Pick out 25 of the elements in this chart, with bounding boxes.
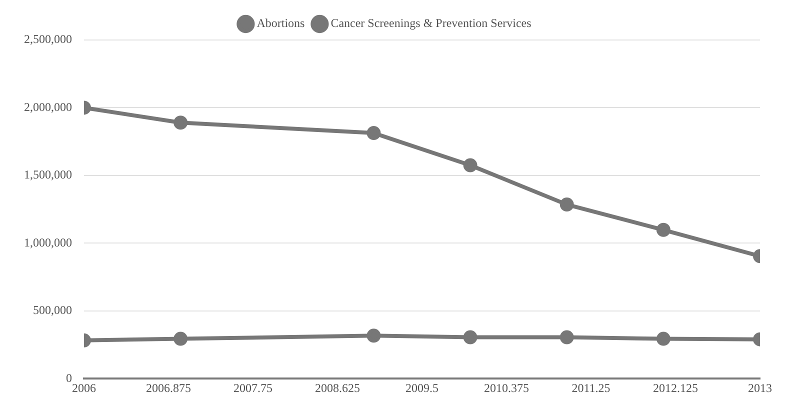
point — [656, 332, 670, 346]
point — [656, 222, 670, 237]
y-tick-label: 1,500,000 — [24, 168, 72, 182]
x-tick-label: 2007.75 — [234, 380, 272, 395]
y-tick-label: 2,000,000 — [24, 100, 72, 114]
x-tick-label: 2008.625 — [315, 380, 360, 395]
point — [463, 330, 478, 344]
x-tick-label: 2013 — [748, 380, 772, 395]
legend-label: Abortions — [256, 16, 306, 30]
point — [463, 158, 478, 172]
x-tick-label: 2011.25 — [572, 380, 610, 395]
legend-label: Cancer Screenings & Prevention Services — [330, 16, 532, 30]
y-tick-label: 500,000 — [33, 303, 72, 318]
x-tick-label: 2009.5 — [406, 380, 438, 395]
x-tick-label: 2010.375 — [484, 380, 529, 395]
x-tick-label: 2012.125 — [653, 380, 698, 395]
point — [366, 328, 381, 343]
y-tick-label: 0 — [66, 370, 72, 385]
x-tick-label: 2006 — [72, 380, 96, 395]
point — [366, 126, 381, 140]
point — [560, 198, 574, 212]
point — [560, 330, 574, 344]
x-tick-label: 2006.875 — [146, 380, 191, 395]
y-tick-label: 1,000,000 — [24, 235, 72, 250]
y-tick-label: 2,500,000 — [24, 32, 72, 46]
